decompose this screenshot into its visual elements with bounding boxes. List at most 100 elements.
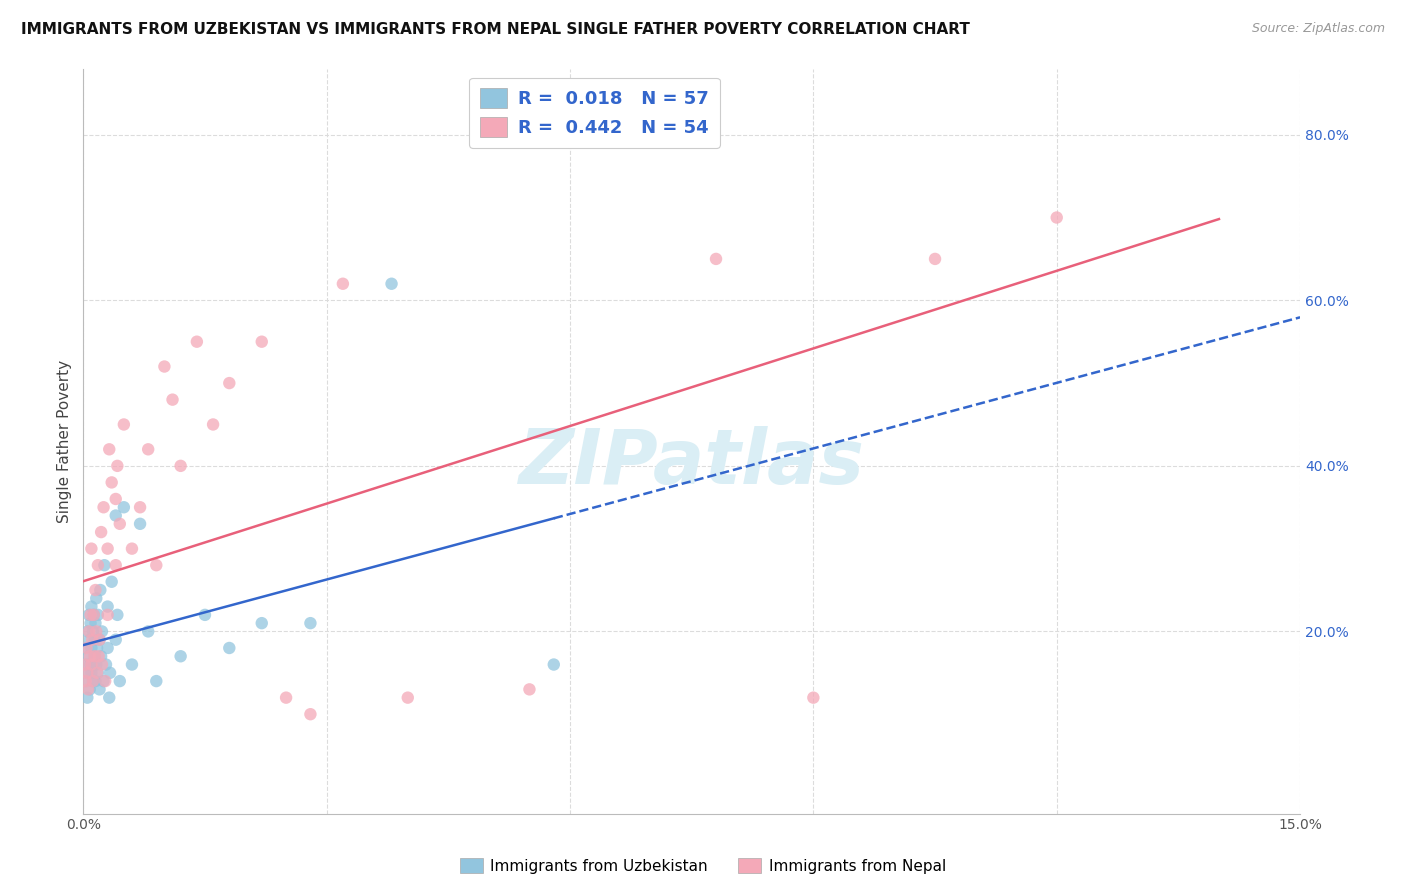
Point — [250, 616, 273, 631]
Point — [332, 277, 354, 291]
Point — [91, 657, 114, 672]
Point — [136, 624, 159, 639]
Legend: R =  0.018   N = 57, R =  0.442   N = 54: R = 0.018 N = 57, R = 0.442 N = 54 — [470, 78, 720, 148]
Point — [104, 508, 127, 523]
Point — [129, 500, 152, 515]
Point — [79, 649, 101, 664]
Point — [79, 632, 101, 647]
Point — [599, 128, 621, 142]
Point — [194, 607, 217, 622]
Point — [121, 657, 143, 672]
Point — [87, 558, 110, 573]
Point — [77, 607, 100, 622]
Point — [90, 649, 112, 664]
Point — [105, 607, 128, 622]
Point — [76, 657, 98, 672]
Point — [80, 541, 103, 556]
Y-axis label: Single Father Poverty: Single Father Poverty — [58, 359, 72, 523]
Point — [76, 665, 98, 680]
Point — [94, 657, 117, 672]
Point — [86, 640, 108, 655]
Point — [73, 657, 96, 672]
Point — [87, 649, 110, 664]
Point — [129, 516, 152, 531]
Point — [84, 591, 107, 606]
Point — [801, 690, 824, 705]
Point — [77, 665, 100, 680]
Point — [104, 558, 127, 573]
Point — [84, 624, 107, 639]
Point — [80, 640, 103, 655]
Legend: Immigrants from Uzbekistan, Immigrants from Nepal: Immigrants from Uzbekistan, Immigrants f… — [454, 852, 952, 880]
Point — [73, 640, 96, 655]
Point — [704, 252, 727, 266]
Point — [89, 682, 111, 697]
Point — [186, 334, 208, 349]
Point — [136, 442, 159, 457]
Point — [82, 624, 104, 639]
Point — [250, 334, 273, 349]
Point — [169, 458, 191, 473]
Point — [84, 582, 107, 597]
Point — [97, 640, 120, 655]
Point — [83, 649, 105, 664]
Point — [87, 607, 110, 622]
Point — [98, 442, 121, 457]
Point — [83, 632, 105, 647]
Point — [1046, 211, 1069, 225]
Point — [82, 674, 104, 689]
Point — [83, 607, 105, 622]
Point — [83, 607, 105, 622]
Point — [274, 690, 297, 705]
Point — [84, 657, 107, 672]
Point — [105, 458, 128, 473]
Point — [76, 640, 98, 655]
Point — [162, 392, 184, 407]
Point — [121, 541, 143, 556]
Point — [108, 674, 131, 689]
Point — [82, 674, 104, 689]
Point — [94, 674, 117, 689]
Point — [79, 616, 101, 631]
Point — [97, 599, 120, 614]
Point — [77, 624, 100, 639]
Point — [112, 417, 135, 432]
Point — [112, 500, 135, 515]
Point — [380, 277, 402, 291]
Point — [84, 674, 107, 689]
Text: IMMIGRANTS FROM UZBEKISTAN VS IMMIGRANTS FROM NEPAL SINGLE FATHER POVERTY CORREL: IMMIGRANTS FROM UZBEKISTAN VS IMMIGRANTS… — [21, 22, 970, 37]
Point — [100, 574, 122, 589]
Point — [543, 657, 565, 672]
Point — [77, 649, 100, 664]
Point — [98, 690, 121, 705]
Point — [83, 657, 105, 672]
Point — [82, 632, 104, 647]
Point — [89, 632, 111, 647]
Point — [299, 707, 322, 722]
Point — [91, 624, 114, 639]
Point — [519, 682, 541, 697]
Point — [97, 541, 120, 556]
Point — [104, 632, 127, 647]
Point — [145, 674, 167, 689]
Point — [97, 607, 120, 622]
Point — [79, 657, 101, 672]
Point — [77, 682, 100, 697]
Point — [76, 624, 98, 639]
Text: ZIPatlas: ZIPatlas — [519, 426, 865, 500]
Point — [153, 359, 176, 374]
Point — [218, 376, 240, 390]
Point — [924, 252, 946, 266]
Point — [83, 649, 105, 664]
Point — [80, 657, 103, 672]
Point — [218, 640, 240, 655]
Point — [89, 582, 111, 597]
Point — [84, 616, 107, 631]
Point — [79, 607, 101, 622]
Point — [299, 616, 322, 631]
Point — [93, 674, 115, 689]
Point — [145, 558, 167, 573]
Point — [169, 649, 191, 664]
Text: Source: ZipAtlas.com: Source: ZipAtlas.com — [1251, 22, 1385, 36]
Point — [75, 674, 97, 689]
